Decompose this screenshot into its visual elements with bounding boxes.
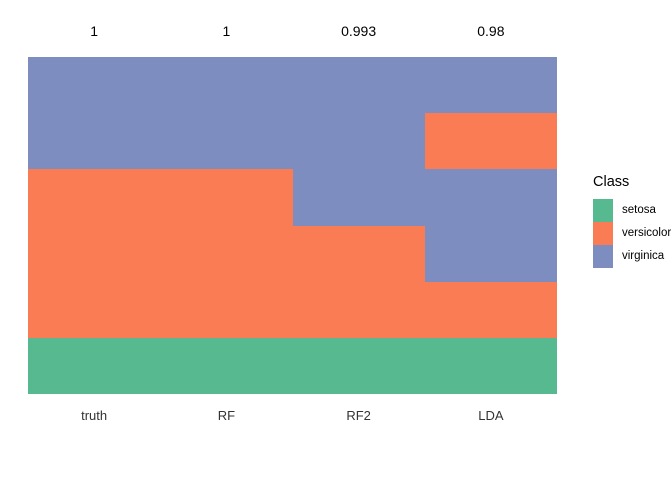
accuracy-annotation-rf2: 0.993: [341, 23, 377, 39]
accuracy-annotation-truth: 1: [90, 23, 99, 39]
segment-setosa: [292, 337, 425, 394]
x-tick-lda: LDA: [478, 408, 504, 423]
column-lda: [424, 57, 557, 394]
segment-versicolor: [424, 281, 557, 338]
setosa-swatch: [593, 199, 613, 222]
accuracy-annotation-lda: 0.98: [477, 23, 505, 39]
legend-label-versicolor: versicolor: [622, 227, 672, 239]
legend-item-setosa: setosa: [593, 199, 656, 222]
segment-versicolor: [424, 113, 557, 170]
virginica-swatch: [593, 245, 613, 268]
versicolor-swatch: [593, 222, 613, 245]
legend-label-virginica: virginica: [622, 250, 665, 262]
legend-label-setosa: setosa: [622, 204, 656, 216]
x-tick-rf: RF: [217, 408, 236, 423]
segment-versicolor: [160, 169, 293, 338]
x-tick-rf2: RF2: [346, 408, 371, 423]
segment-virginica: [424, 57, 557, 114]
column-truth: [28, 57, 161, 394]
segment-virginica: [160, 57, 293, 170]
accuracy-annotation-rf: 1: [222, 23, 231, 39]
legend-item-virginica: virginica: [593, 245, 664, 268]
plot-area: [28, 57, 557, 394]
legend: Class setosa versicolor virginica: [593, 174, 671, 268]
column-rf2: [292, 57, 425, 394]
column-rf: [160, 57, 293, 394]
segment-versicolor: [28, 169, 161, 338]
legend-title: Class: [593, 174, 630, 190]
segment-virginica: [28, 57, 161, 170]
segment-versicolor: [292, 225, 425, 338]
segment-virginica: [424, 169, 557, 282]
segment-setosa: [28, 337, 161, 394]
segment-setosa: [160, 337, 293, 394]
segment-virginica: [292, 57, 425, 226]
x-tick-truth: truth: [81, 408, 108, 423]
legend-item-versicolor: versicolor: [593, 222, 671, 245]
segment-setosa: [424, 337, 557, 394]
